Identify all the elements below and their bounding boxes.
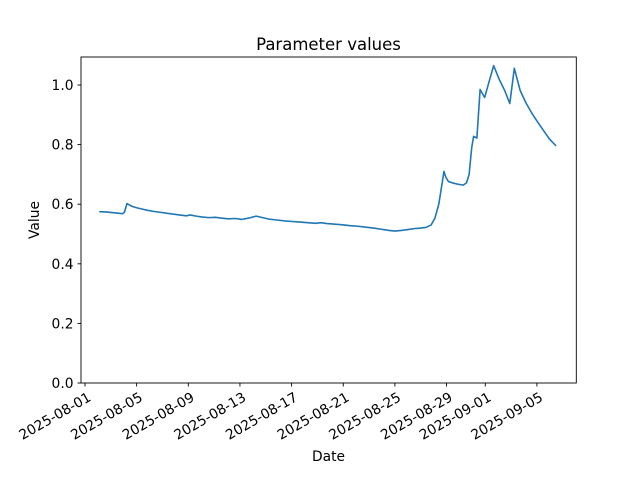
data-line [99, 64, 557, 232]
y-tick-label: 0.0 [52, 376, 74, 392]
y-tick-label: 1.0 [52, 78, 74, 94]
x-axis-label: Date [312, 449, 345, 465]
y-axis-ticks: 0.0 0.2 0.4 0.6 0.8 1.0 [52, 78, 81, 392]
plot-area [80, 56, 577, 384]
y-tick-label: 0.4 [52, 257, 74, 273]
y-tick-label: 0.6 [52, 197, 74, 213]
y-tick-label: 0.8 [52, 138, 74, 154]
chart-title: Parameter values [256, 35, 401, 54]
y-axis-label: Value [27, 201, 43, 239]
y-tick-label: 0.2 [52, 316, 74, 332]
